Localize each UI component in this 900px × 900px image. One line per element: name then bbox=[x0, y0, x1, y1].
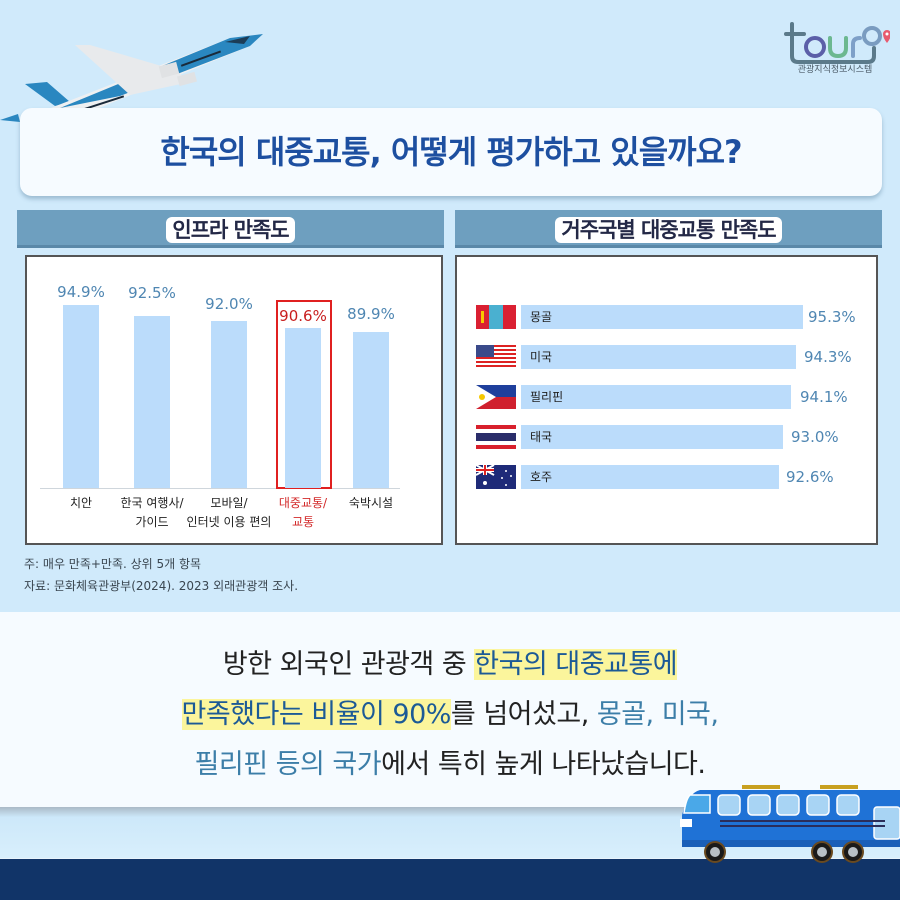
highlight-text: 한국의 대중교통에 bbox=[474, 649, 678, 680]
bar-travel-agency bbox=[134, 316, 170, 488]
usa-flag-icon bbox=[476, 345, 516, 369]
page-title: 한국의 대중교통, 어떻게 평가하고 있을까요? bbox=[160, 133, 742, 171]
australia-flag-icon bbox=[476, 465, 516, 489]
country-text: 몽골, 미국, bbox=[596, 699, 719, 730]
bar-mobile-internet bbox=[211, 321, 247, 488]
philippines-flag-icon bbox=[476, 385, 516, 409]
bus-illustration bbox=[680, 785, 900, 863]
logo-mark-icon bbox=[784, 22, 891, 64]
airplane-illustration bbox=[0, 34, 263, 124]
bar-australia bbox=[521, 465, 779, 489]
bar-category: 숙박시설 bbox=[348, 496, 394, 510]
bar-category: 호주 bbox=[530, 470, 553, 484]
bar-value: 92.5% bbox=[128, 284, 176, 302]
bar-mongolia bbox=[521, 305, 803, 329]
chart-note: 주: 매우 만족+만족. 상위 5개 항목 bbox=[24, 557, 202, 571]
bar-category: 치안 bbox=[69, 496, 93, 510]
bar-public-transport bbox=[285, 328, 321, 488]
bar-value: 94.1% bbox=[800, 388, 848, 406]
bar-category: 필리핀 bbox=[530, 390, 564, 404]
chart-baseline bbox=[40, 488, 400, 489]
country-satisfaction-header: 거주국별 대중교통 만족도 bbox=[455, 210, 882, 248]
bar-value: 92.6% bbox=[786, 468, 834, 486]
country-text: 필리핀 등의 국가 bbox=[194, 749, 382, 780]
bar-value: 95.3% bbox=[808, 308, 856, 326]
bar-value: 92.0% bbox=[205, 295, 253, 313]
infra-satisfaction-title: 인프라 만족도 bbox=[166, 217, 295, 243]
logo-subtitle: 관광지식정보시스템 bbox=[797, 65, 873, 75]
infra-satisfaction-header: 인프라 만족도 bbox=[17, 210, 444, 248]
summary-text: 방한 외국인 관광객 중 한국의 대중교통에 만족했다는 비율이 90%를 넘어… bbox=[181, 649, 719, 780]
bar-category: 모바일/인터넷 이용 편의 bbox=[186, 496, 272, 529]
bar-value: 94.9% bbox=[57, 283, 105, 301]
bar-category: 몽골 bbox=[530, 310, 553, 324]
bar-category: 한국 여행사/가이드 bbox=[120, 496, 184, 529]
bar-safety bbox=[63, 305, 99, 488]
bar-value: 93.0% bbox=[791, 428, 839, 446]
highlight-box bbox=[276, 300, 332, 489]
highlight-text: 만족했다는 비율이 90% bbox=[181, 699, 451, 730]
bar-value: 94.3% bbox=[804, 348, 852, 366]
bar-thailand bbox=[521, 425, 783, 449]
chart-source: 자료: 문화체육관광부(2024). 2023 외래관광객 조사. bbox=[24, 579, 299, 593]
bar-philippines bbox=[521, 385, 791, 409]
bar-accommodation bbox=[353, 332, 389, 488]
tour9-logo bbox=[780, 12, 891, 72]
footer-dark-band bbox=[0, 858, 900, 900]
bar-usa bbox=[521, 345, 796, 369]
country-satisfaction-title: 거주국별 대중교통 만족도 bbox=[555, 217, 782, 243]
thailand-flag-icon bbox=[476, 425, 516, 449]
bar-value-highlight: 90.6% bbox=[279, 307, 327, 325]
bar-value: 89.9% bbox=[347, 305, 395, 323]
bar-category: 태국 bbox=[530, 430, 553, 444]
bar-category: 미국 bbox=[530, 350, 553, 364]
mongolia-flag-icon bbox=[476, 305, 516, 329]
bar-category-highlight: 대중교통/교통 bbox=[278, 496, 328, 529]
title-card bbox=[20, 108, 882, 196]
